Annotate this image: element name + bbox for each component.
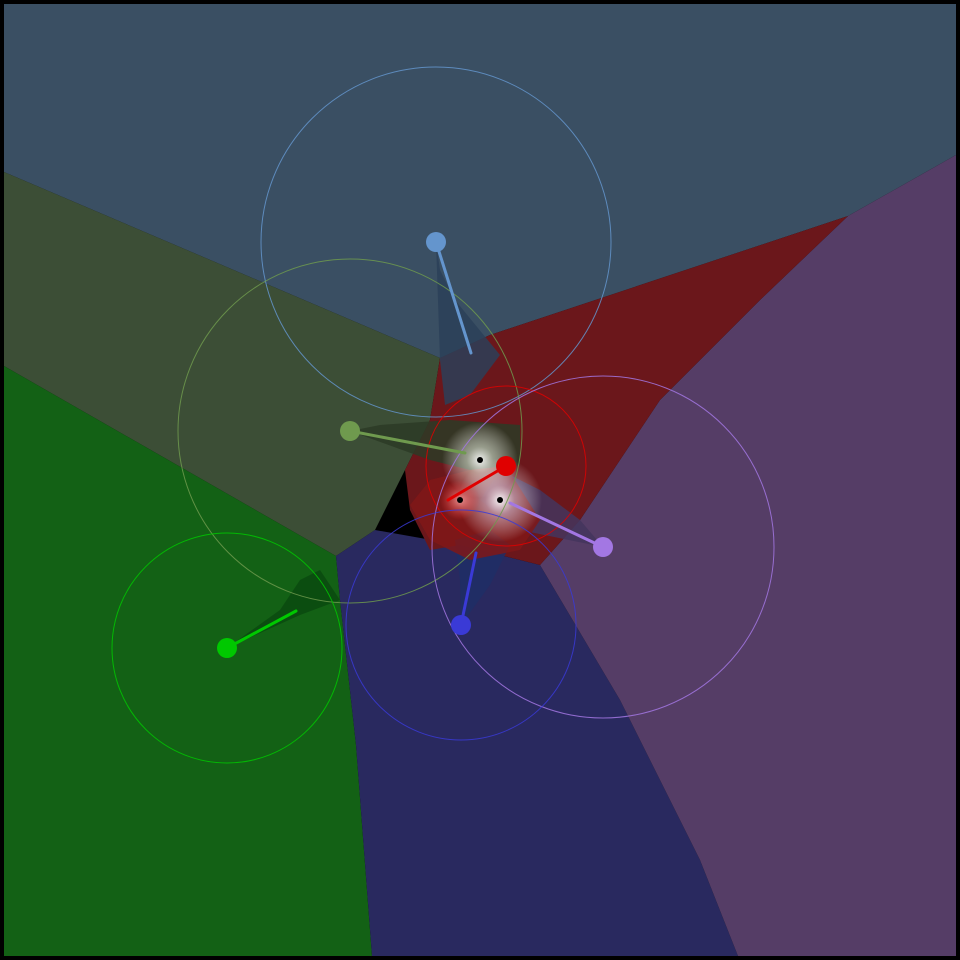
range-olive-green bbox=[177, 258, 523, 604]
agent-blue[interactable] bbox=[451, 615, 471, 635]
range-red bbox=[425, 385, 587, 547]
region-purple bbox=[540, 155, 956, 956]
heading-olive-green bbox=[348, 429, 467, 455]
region-green bbox=[4, 366, 372, 956]
cone-light-blue bbox=[436, 242, 500, 405]
range-purple bbox=[431, 375, 775, 719]
cone-green bbox=[227, 570, 340, 648]
agent-olive-green[interactable] bbox=[340, 421, 360, 441]
heading-light-blue bbox=[434, 240, 473, 355]
range-green bbox=[111, 532, 343, 764]
agent-light-blue[interactable] bbox=[426, 232, 446, 252]
region-light-blue bbox=[4, 4, 956, 358]
region-olive-green bbox=[4, 172, 440, 556]
agent-green[interactable] bbox=[217, 638, 237, 658]
heading-purple bbox=[508, 501, 605, 549]
heading-red bbox=[446, 464, 508, 502]
heading-blue bbox=[459, 551, 478, 627]
target-marker bbox=[497, 497, 503, 503]
agent-purple[interactable] bbox=[593, 537, 613, 557]
range-blue bbox=[345, 509, 577, 741]
range-light-blue bbox=[260, 66, 612, 418]
agent-red[interactable] bbox=[496, 456, 516, 476]
region-blue bbox=[336, 530, 738, 956]
heading-green bbox=[225, 609, 298, 650]
target-marker bbox=[457, 497, 463, 503]
target-marker bbox=[477, 457, 483, 463]
